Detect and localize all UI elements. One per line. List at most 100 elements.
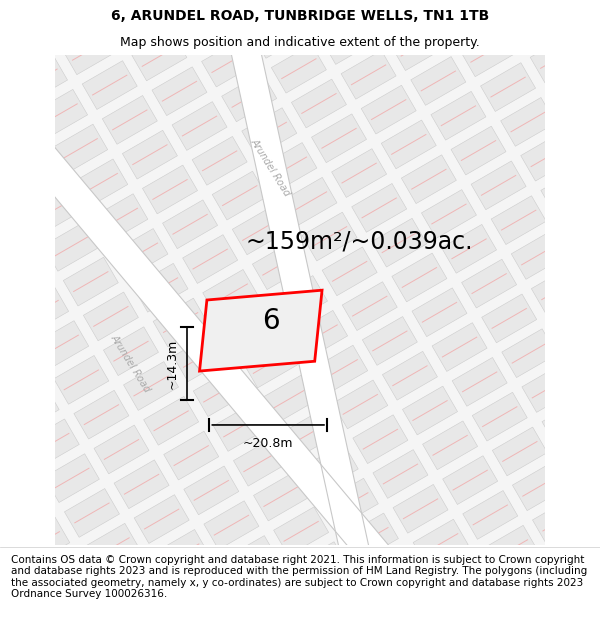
Polygon shape [503, 560, 558, 609]
Polygon shape [342, 282, 397, 331]
Polygon shape [272, 276, 328, 324]
Polygon shape [0, 20, 47, 69]
Polygon shape [75, 622, 130, 625]
Polygon shape [264, 605, 319, 625]
Polygon shape [381, 120, 436, 169]
Polygon shape [0, 482, 50, 531]
Polygon shape [522, 364, 577, 413]
Polygon shape [233, 438, 289, 486]
Polygon shape [113, 229, 168, 278]
Polygon shape [63, 258, 118, 306]
Polygon shape [294, 542, 349, 591]
Polygon shape [55, 587, 110, 625]
Polygon shape [23, 188, 78, 236]
Polygon shape [175, 564, 229, 613]
Polygon shape [244, 571, 299, 619]
Polygon shape [32, 89, 88, 138]
Polygon shape [334, 611, 389, 625]
Polygon shape [461, 259, 517, 308]
Polygon shape [124, 362, 179, 411]
Polygon shape [104, 558, 160, 607]
Polygon shape [227, 28, 373, 572]
Polygon shape [142, 165, 197, 214]
Polygon shape [421, 189, 476, 238]
Polygon shape [530, 34, 585, 82]
Polygon shape [404, 618, 458, 625]
Polygon shape [224, 536, 279, 584]
Polygon shape [313, 345, 368, 394]
Polygon shape [73, 159, 128, 208]
Polygon shape [432, 322, 487, 371]
Polygon shape [43, 222, 98, 271]
Polygon shape [103, 327, 158, 376]
Polygon shape [343, 513, 398, 562]
Polygon shape [161, 0, 217, 18]
Polygon shape [481, 62, 536, 111]
Polygon shape [582, 468, 600, 517]
Polygon shape [452, 357, 507, 406]
Polygon shape [19, 133, 400, 580]
Polygon shape [550, 69, 600, 118]
Polygon shape [242, 107, 297, 156]
Polygon shape [491, 196, 546, 244]
Polygon shape [143, 396, 199, 445]
Polygon shape [133, 263, 188, 312]
Polygon shape [403, 386, 458, 435]
Polygon shape [92, 0, 146, 11]
Polygon shape [93, 194, 148, 242]
Polygon shape [0, 83, 18, 132]
Polygon shape [202, 38, 257, 87]
Polygon shape [493, 427, 547, 476]
Polygon shape [472, 392, 527, 441]
Polygon shape [511, 231, 566, 279]
Polygon shape [74, 390, 129, 439]
Polygon shape [422, 421, 478, 470]
Polygon shape [293, 311, 347, 359]
Polygon shape [24, 419, 79, 468]
Polygon shape [433, 554, 488, 602]
Polygon shape [64, 489, 119, 538]
Polygon shape [173, 333, 228, 382]
Polygon shape [361, 85, 416, 134]
Polygon shape [373, 449, 428, 498]
Polygon shape [443, 456, 497, 504]
Polygon shape [382, 351, 437, 400]
Polygon shape [471, 161, 526, 210]
Polygon shape [0, 314, 19, 363]
Polygon shape [251, 9, 306, 58]
Polygon shape [454, 589, 508, 625]
Polygon shape [4, 384, 59, 433]
Polygon shape [153, 298, 208, 347]
Polygon shape [442, 224, 497, 273]
Polygon shape [232, 206, 287, 255]
Polygon shape [451, 126, 506, 175]
Polygon shape [431, 91, 486, 140]
Text: Arundel Road: Arundel Road [249, 137, 292, 198]
Polygon shape [401, 155, 457, 204]
Polygon shape [132, 32, 187, 81]
Polygon shape [463, 491, 518, 539]
Polygon shape [163, 200, 218, 249]
Polygon shape [561, 202, 600, 251]
Polygon shape [553, 531, 600, 580]
Polygon shape [0, 118, 38, 167]
Polygon shape [372, 218, 427, 267]
Polygon shape [194, 599, 250, 625]
Polygon shape [212, 171, 267, 220]
Polygon shape [323, 478, 379, 527]
Polygon shape [512, 462, 568, 511]
Polygon shape [533, 497, 587, 546]
Polygon shape [164, 431, 219, 480]
Polygon shape [283, 409, 338, 458]
Polygon shape [154, 529, 209, 578]
Polygon shape [592, 370, 600, 419]
Polygon shape [420, 0, 475, 7]
Polygon shape [383, 582, 439, 625]
Polygon shape [203, 269, 258, 318]
Polygon shape [253, 241, 307, 289]
Polygon shape [34, 321, 89, 369]
Polygon shape [184, 466, 239, 515]
Text: 6, ARUNDEL ROAD, TUNBRIDGE WELLS, TN1 1TB: 6, ARUNDEL ROAD, TUNBRIDGE WELLS, TN1 1T… [111, 9, 489, 24]
Polygon shape [490, 0, 545, 13]
Polygon shape [440, 0, 496, 42]
